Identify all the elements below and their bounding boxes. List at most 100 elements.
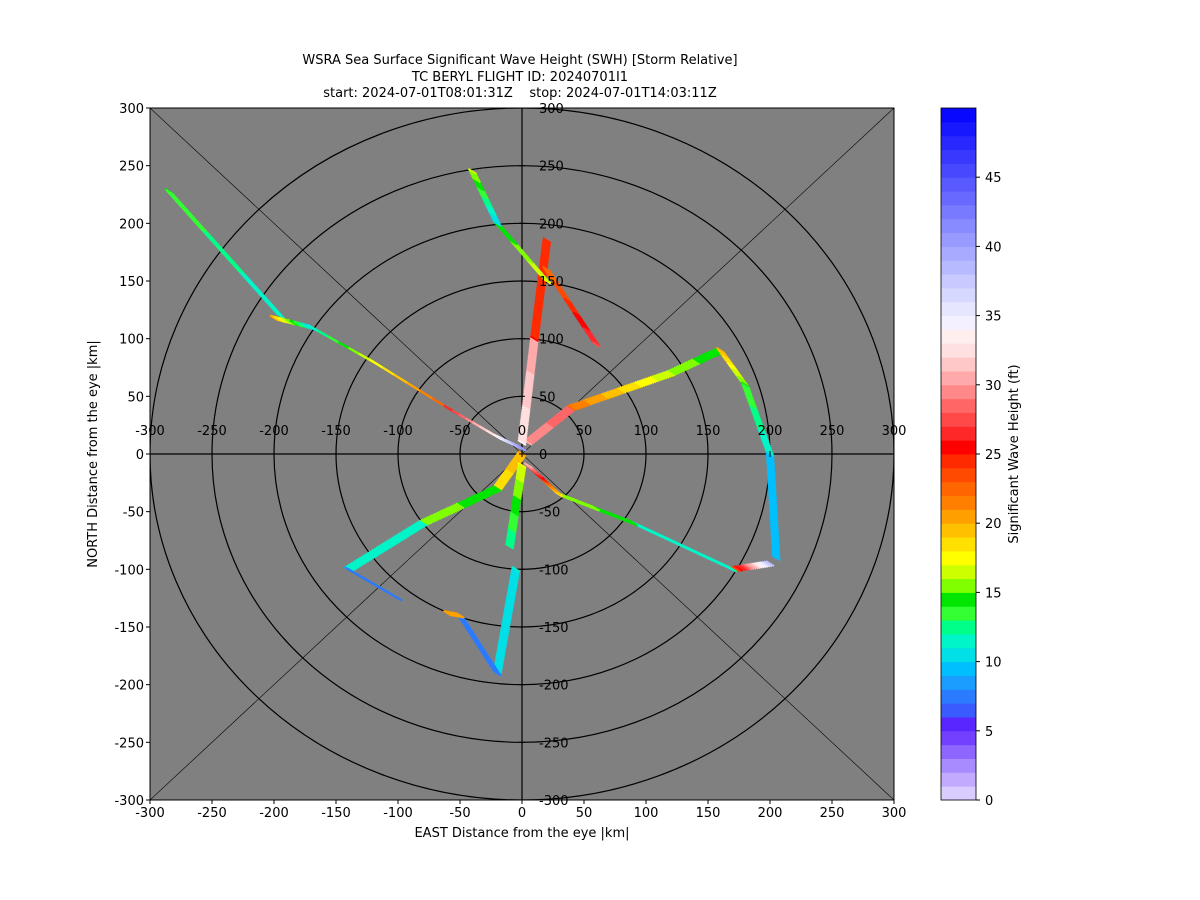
wave-height-marker — [496, 649, 506, 657]
wave-height-marker — [553, 415, 563, 422]
wave-height-marker — [525, 369, 535, 377]
wave-height-marker — [582, 399, 592, 406]
colorbar-swatch — [941, 343, 976, 358]
wave-height-marker — [525, 373, 535, 381]
wave-height-marker — [450, 505, 460, 512]
wave-height-marker — [766, 472, 776, 480]
wave-height-marker — [747, 400, 757, 408]
wave-height-marker — [572, 402, 582, 410]
colorbar-swatch — [941, 633, 976, 649]
wave-height-marker — [514, 455, 524, 462]
wave-height-marker — [530, 333, 540, 341]
wave-height-marker — [467, 168, 477, 175]
wave-height-marker — [507, 589, 517, 597]
wave-height-marker — [541, 424, 551, 432]
wave-height-marker — [767, 487, 777, 495]
wave-height-marker — [373, 547, 383, 555]
colorbar-swatch — [941, 135, 976, 151]
wave-height-marker — [748, 402, 758, 409]
wave-height-marker — [529, 434, 539, 442]
wave-height-marker — [767, 482, 777, 489]
wave-height-marker — [498, 638, 508, 646]
colorbar-tick-label: 0 — [985, 794, 993, 809]
wave-height-marker — [692, 357, 702, 365]
wave-height-marker — [678, 364, 688, 371]
wave-height-marker — [617, 386, 627, 394]
wave-height-marker — [761, 440, 771, 447]
wave-height-marker — [350, 561, 360, 569]
wave-height-marker — [539, 259, 549, 267]
wave-height-marker — [759, 561, 769, 568]
wave-height-marker — [703, 352, 713, 360]
wave-height-marker — [580, 399, 590, 407]
wave-height-marker — [766, 463, 776, 471]
wave-height-marker — [535, 290, 545, 298]
wave-height-marker — [643, 377, 653, 385]
wave-height-marker — [756, 424, 766, 432]
x-inner-tick-label: 250 — [820, 424, 845, 439]
wave-height-marker — [705, 351, 715, 359]
wave-height-marker — [499, 629, 509, 637]
wave-height-marker — [758, 429, 768, 437]
wave-height-marker — [513, 487, 523, 495]
wave-height-marker — [749, 407, 760, 415]
wave-height-marker — [682, 362, 692, 370]
wave-height-marker — [510, 508, 520, 515]
wave-height-marker — [529, 335, 539, 343]
colorbar-swatch — [941, 440, 976, 455]
wave-height-marker — [732, 565, 742, 573]
wave-height-marker — [743, 390, 753, 397]
x-tick-label: 200 — [758, 806, 783, 821]
wave-height-marker — [656, 373, 666, 380]
wave-height-marker — [427, 515, 437, 523]
wave-height-marker — [757, 561, 767, 569]
wave-height-marker — [539, 255, 549, 263]
x-inner-tick-label: -150 — [321, 424, 351, 439]
colorbar-tick-label: 30 — [985, 379, 1002, 394]
wave-height-marker — [390, 537, 400, 544]
wave-height-marker — [451, 504, 461, 511]
wave-height-marker — [532, 314, 542, 322]
wave-height-marker — [497, 640, 507, 648]
wave-height-marker — [769, 515, 779, 523]
wave-height-marker — [591, 341, 601, 348]
wave-height-marker — [536, 285, 546, 293]
wave-height-marker — [762, 442, 772, 449]
y-inner-tick-label: 300 — [539, 102, 564, 117]
wave-height-marker — [558, 411, 568, 419]
wave-height-marker — [423, 517, 433, 525]
chart-title-line-2: TC BERYL FLIGHT ID: 20240701I1 — [411, 69, 629, 85]
wave-height-marker — [680, 363, 690, 371]
wave-height-marker — [759, 435, 769, 442]
wave-height-marker — [765, 458, 775, 465]
wave-height-marker — [460, 500, 470, 507]
wave-height-marker — [758, 431, 768, 439]
wave-height-marker — [565, 405, 575, 413]
colorbar-swatch — [941, 550, 976, 566]
wave-height-marker — [754, 421, 764, 428]
wave-height-marker — [542, 237, 552, 244]
wave-height-marker — [501, 620, 511, 628]
wave-height-marker — [511, 498, 521, 506]
wave-height-marker — [767, 476, 777, 484]
wave-height-marker — [464, 498, 474, 506]
wave-height-marker — [478, 491, 488, 499]
wave-height-marker — [608, 390, 618, 397]
wave-height-marker — [651, 375, 661, 382]
wave-height-marker — [507, 528, 517, 535]
wave-height-marker — [506, 591, 516, 599]
wave-height-marker — [381, 542, 391, 550]
wave-height-marker — [561, 409, 571, 416]
y-inner-tick-label: -150 — [539, 621, 569, 636]
wave-height-marker — [708, 350, 718, 357]
wave-height-marker — [493, 662, 504, 670]
colorbar-swatch — [941, 758, 976, 773]
wave-height-marker — [418, 519, 428, 527]
wave-height-marker — [524, 379, 534, 386]
wave-height-marker — [521, 406, 531, 414]
colorbar-swatch — [941, 772, 976, 787]
wave-height-marker — [510, 504, 521, 512]
wave-height-marker — [506, 533, 516, 541]
wave-height-marker — [511, 502, 521, 510]
wave-height-marker — [524, 382, 534, 390]
